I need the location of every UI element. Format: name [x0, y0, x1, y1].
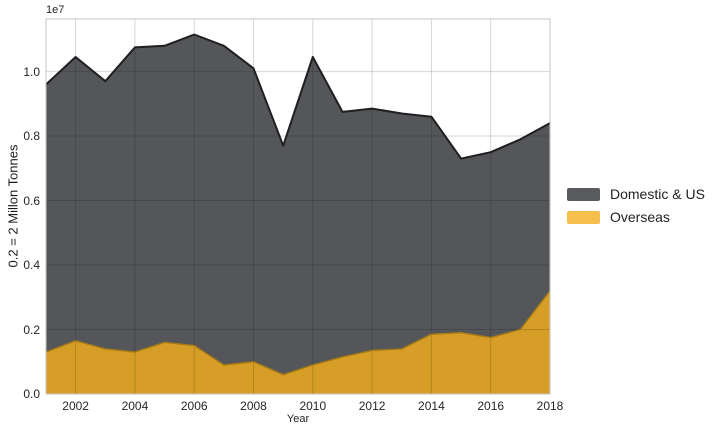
x-tick-label: 2010: [299, 399, 327, 413]
legend-item-overseas: Overseas: [567, 209, 705, 225]
legend: Domestic & US Overseas: [567, 186, 705, 225]
legend-item-domestic-us: Domestic & US: [567, 186, 705, 202]
legend-swatch-overseas: [567, 210, 600, 224]
y-tick-label: 0.6: [23, 193, 40, 208]
area-edge-0: [45, 33, 551, 160]
y-tick-label: 0.2: [23, 322, 40, 337]
x-tick-label: 2008: [240, 399, 267, 413]
area-1: [46, 290, 550, 394]
y-tick-label: 0.8: [23, 129, 40, 144]
x-tick-label: 2016: [477, 399, 505, 413]
x-tick-label: 2018: [536, 399, 564, 413]
x-tick-label: 2002: [62, 399, 89, 413]
y-tick-label: 0.0: [23, 387, 40, 401]
y-tick-label: 0.4: [23, 258, 40, 273]
x-tick-label: 2006: [180, 399, 208, 413]
legend-label-overseas: Overseas: [610, 209, 670, 225]
area-edge-1: [45, 290, 551, 376]
x-tick-label: 2004: [121, 399, 149, 413]
legend-label-domestic-us: Domestic & US: [610, 186, 705, 202]
legend-swatch-domestic-us: [567, 187, 600, 201]
y-axis-title: 0.2 = 2 Millon Tonnes: [5, 144, 21, 268]
area-0: [46, 34, 550, 394]
y-tick-label: 1.0: [23, 64, 40, 79]
x-axis-title: Year: [286, 413, 310, 425]
x-tick-label: 2012: [358, 399, 386, 413]
x-tick-label: 2014: [418, 399, 445, 413]
y-axis-offset-label: 1e7: [46, 4, 65, 16]
plot-frame: [45, 18, 551, 395]
